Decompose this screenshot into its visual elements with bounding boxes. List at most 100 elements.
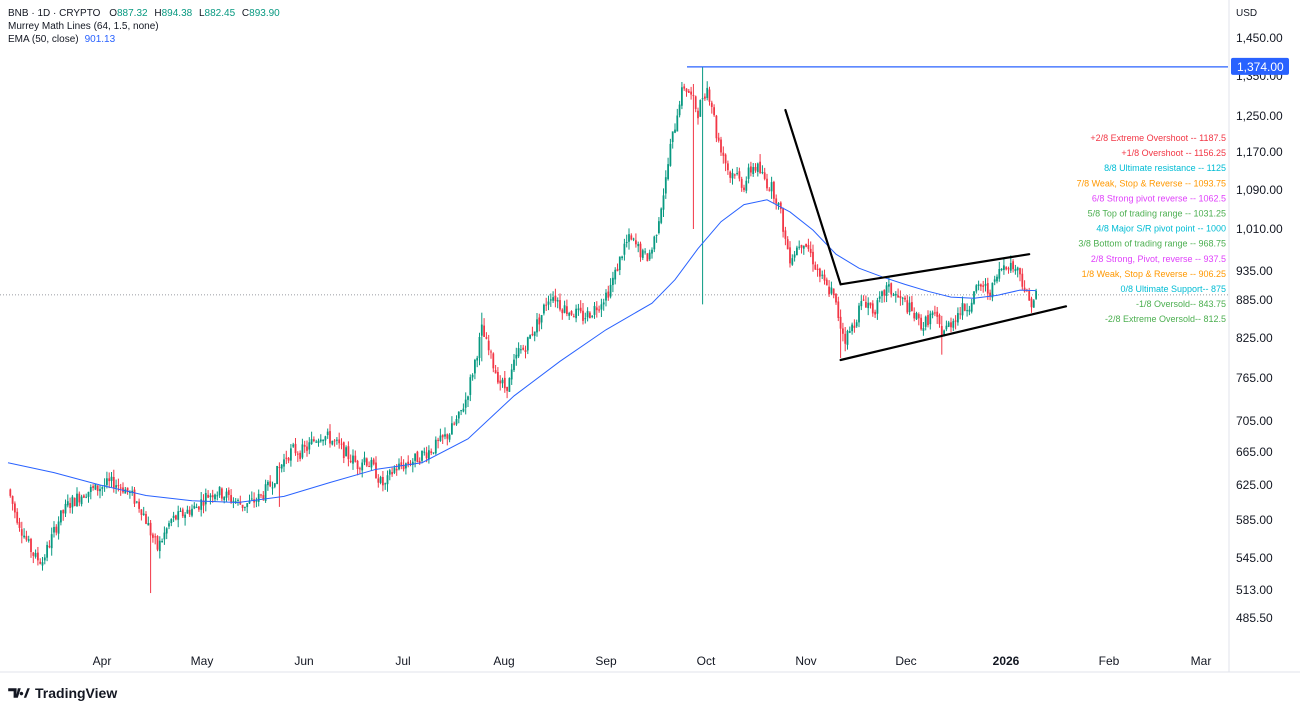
- candle-body: [701, 98, 704, 100]
- candle: [855, 319, 858, 328]
- candle-body: [359, 468, 361, 470]
- candle-body: [881, 291, 883, 297]
- currency-label[interactable]: USD: [1236, 8, 1258, 19]
- price-axis: 1,450.001,350.001,250.001,170.001,090.00…: [1228, 0, 1283, 672]
- candle: [108, 472, 111, 489]
- candle-body: [750, 166, 752, 173]
- candle: [246, 503, 249, 514]
- candle-body: [273, 483, 276, 487]
- tradingview-logo[interactable]: TradingView: [8, 685, 117, 701]
- candle-body: [299, 452, 301, 459]
- trendline-wedge-upper: [839, 253, 1031, 286]
- candle-body: [722, 152, 725, 156]
- candle-body: [336, 439, 338, 441]
- candle-body: [600, 304, 603, 310]
- candle-body: [253, 499, 255, 503]
- candle: [112, 469, 115, 493]
- murrey-indicator-row[interactable]: Murrey Math Lines (64, 1.5, none): [8, 20, 280, 33]
- candle: [639, 241, 642, 262]
- candle-body: [943, 330, 945, 337]
- candle-body: [658, 221, 660, 233]
- candle: [338, 432, 341, 449]
- candle-body: [720, 139, 722, 153]
- time-tick-label: Dec: [895, 654, 916, 668]
- candle-body: [239, 501, 242, 505]
- candle-body: [315, 441, 318, 443]
- candle: [414, 453, 416, 468]
- candle-body: [483, 325, 485, 337]
- candle-body: [577, 308, 580, 310]
- candle: [839, 309, 842, 358]
- candle: [577, 303, 580, 316]
- candle-body: [766, 178, 768, 189]
- candle-body: [138, 501, 140, 509]
- price-tick-label: 1,170.00: [1236, 145, 1283, 159]
- candle-body: [922, 328, 925, 331]
- candle-body: [464, 399, 467, 408]
- candle-body: [119, 487, 122, 489]
- candle-body: [694, 96, 697, 109]
- candle: [1030, 296, 1033, 313]
- candle-body: [745, 180, 748, 191]
- candle: [692, 84, 695, 229]
- candle: [970, 298, 973, 314]
- candle: [867, 297, 870, 316]
- candle-body: [821, 274, 824, 276]
- candle-body: [543, 304, 545, 314]
- candle-body: [80, 496, 83, 505]
- candle-body: [186, 509, 189, 514]
- candle-body: [1030, 298, 1033, 308]
- candle-body: [43, 557, 46, 561]
- candle-body: [221, 488, 223, 499]
- candle-body: [830, 287, 833, 294]
- candle-body: [425, 452, 428, 459]
- candle-body: [89, 486, 92, 493]
- price-tick-label: 545.00: [1236, 551, 1273, 565]
- candle-body: [986, 283, 989, 294]
- candle: [547, 295, 550, 311]
- candle-body: [874, 311, 876, 315]
- candle: [506, 386, 508, 399]
- candle: [954, 315, 957, 330]
- candle: [538, 313, 541, 332]
- candle-body: [740, 178, 743, 188]
- candle-body: [25, 535, 28, 540]
- time-tick-label: May: [191, 654, 214, 668]
- candle: [1005, 266, 1008, 271]
- candle-body: [340, 443, 343, 445]
- candle: [812, 244, 814, 272]
- candle-body: [644, 251, 646, 253]
- candle-body: [172, 515, 175, 518]
- candle: [945, 320, 948, 332]
- candle-body: [952, 321, 955, 328]
- murrey-math-labels: +2/8 Extreme Overshoot -- 1187.5 +1/8 Ove…: [1077, 133, 1226, 324]
- candle: [483, 318, 485, 338]
- candle: [218, 486, 221, 498]
- candle-body: [260, 494, 262, 496]
- ema-indicator-row[interactable]: EMA (50, close) 901.13: [8, 33, 280, 46]
- candle: [793, 250, 796, 262]
- candle-body: [402, 465, 405, 470]
- candle-body: [683, 86, 686, 89]
- candle: [977, 280, 980, 291]
- candle-body: [779, 202, 782, 209]
- candle: [296, 451, 299, 462]
- candle-body: [283, 459, 285, 467]
- candle-body: [729, 171, 732, 178]
- candle: [904, 295, 906, 303]
- candle: [991, 282, 994, 302]
- candle: [959, 306, 962, 320]
- candle: [163, 526, 166, 545]
- candle-body: [1003, 265, 1005, 270]
- candle: [329, 424, 331, 448]
- candle-body: [368, 466, 370, 468]
- candle-body: [400, 462, 403, 466]
- candle-body: [708, 89, 711, 102]
- candle: [455, 415, 458, 426]
- candle: [802, 245, 805, 255]
- candle-body: [1019, 268, 1021, 275]
- candle: [365, 457, 368, 468]
- candle: [359, 466, 361, 474]
